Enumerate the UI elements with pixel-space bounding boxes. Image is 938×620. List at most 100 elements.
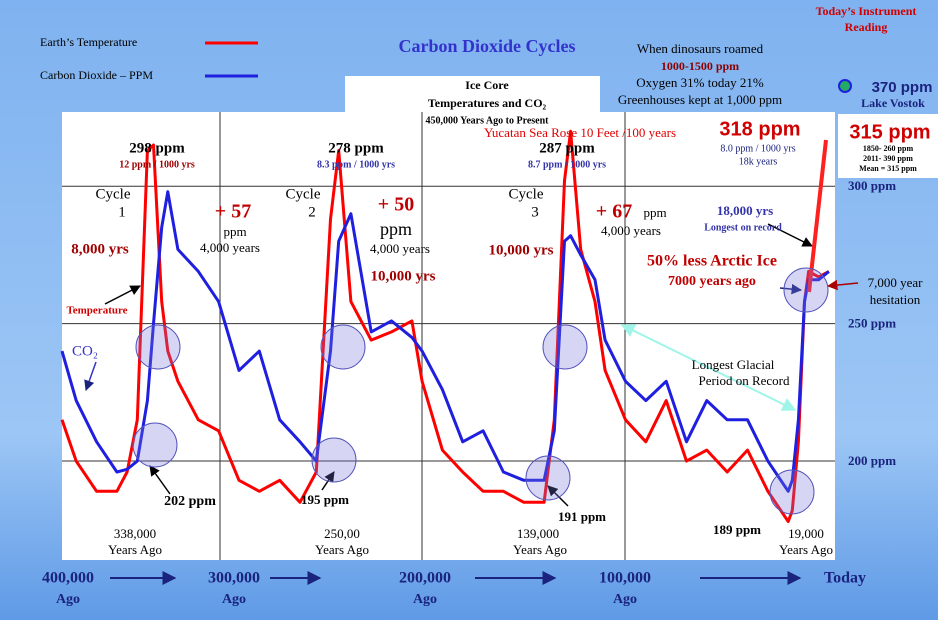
highlight-circle xyxy=(769,469,815,515)
annotation: 8.7 ppm / 1000 yrs xyxy=(528,159,606,170)
annotation: 3 xyxy=(531,204,539,220)
highlight-circle xyxy=(525,455,571,501)
highlight-circle xyxy=(132,422,178,468)
arrow xyxy=(149,465,171,495)
annotation: Temperature xyxy=(66,305,127,317)
highlight-circle xyxy=(311,437,357,483)
annotation: 7,000 year xyxy=(868,275,924,290)
timeline-sub: Ago xyxy=(222,592,246,607)
arrow xyxy=(826,279,859,291)
timeline-sub: Ago xyxy=(56,592,80,607)
annotation: 250,00 xyxy=(324,526,360,541)
vostok-dot xyxy=(838,79,852,93)
data-line xyxy=(60,190,830,493)
annotation: Greenhouses kept at 1,000 ppm xyxy=(618,92,782,107)
instrument-line xyxy=(807,139,828,293)
annotation: ppm xyxy=(380,219,412,239)
annotation: 202 ppm xyxy=(164,494,216,509)
arrow xyxy=(620,324,797,411)
annotation: Longest Glacial xyxy=(692,357,775,372)
timeline-label: 100,000 xyxy=(599,570,651,587)
annotation: ppm xyxy=(223,224,246,239)
annotation: 450,000 Years Ago to Present xyxy=(425,115,549,126)
annotation: Years Ago xyxy=(315,542,369,557)
arrow xyxy=(547,485,569,507)
annotation: 8.0 ppm / 1000 yrs xyxy=(720,143,795,154)
annotation: 10,000 yrs xyxy=(371,268,436,284)
highlight-circle xyxy=(783,267,829,313)
annotation: hesitation xyxy=(870,292,921,307)
legend-label: Carbon Dioxide – PPM xyxy=(40,68,153,82)
annotation: 8,000 yrs xyxy=(71,241,129,257)
timeline-label: 300,000 xyxy=(208,570,260,587)
annotation: Yucatan Sea Rose 10 Feet /100 years xyxy=(484,125,676,140)
annotation: 139,000 xyxy=(517,526,559,541)
arrow xyxy=(767,223,813,247)
annotation: 18k years xyxy=(739,156,778,167)
annotation: Cycle xyxy=(96,186,131,202)
annotation: 2011- 390 ppm xyxy=(863,154,913,163)
annotation: 191 ppm xyxy=(558,509,606,524)
annotation: 287 ppm xyxy=(539,140,595,156)
annotation: Temperatures and CO₂ xyxy=(428,96,547,110)
y-tick-label: 200 ppm xyxy=(848,453,896,468)
timeline-label: Today xyxy=(824,570,866,587)
arrow xyxy=(84,361,97,391)
annotation: Years Ago xyxy=(779,542,833,557)
annotation: Years Ago xyxy=(513,542,567,557)
annotation: 8.3 ppm / 1000 yrs xyxy=(317,159,395,170)
chart-title: Carbon Dioxide Cycles xyxy=(399,36,576,56)
annotation: 4,000 years xyxy=(601,223,661,238)
timeline-label: 200,000 xyxy=(399,570,451,587)
y-tick-label: 300 ppm xyxy=(848,178,896,193)
annotation: Oxygen 31% today 21% xyxy=(636,75,764,90)
annotation: + 57 xyxy=(215,201,251,223)
annotation: Years Ago xyxy=(108,542,162,557)
annotation: 4,000 years xyxy=(200,240,260,255)
annotation: Today’s Instrument xyxy=(816,4,917,18)
annotation: 4,000 years xyxy=(370,241,430,256)
annotation: Longest on record xyxy=(704,222,782,233)
annotation: 195 ppm xyxy=(301,492,349,507)
annotation: ppm xyxy=(643,205,666,220)
y-tick-label: 250 ppm xyxy=(848,316,896,331)
annotation: 10,000 yrs xyxy=(489,242,554,258)
highlight-circle xyxy=(135,324,181,370)
annotation: 19,000 xyxy=(788,526,824,541)
legend-label: Earth’s Temperature xyxy=(40,35,137,49)
annotation: 18,000 yrs xyxy=(717,203,773,218)
subtitle-box xyxy=(345,76,600,128)
annotation: 278 ppm xyxy=(328,140,384,156)
annotation: Period on Record xyxy=(699,373,790,388)
highlight-circle xyxy=(320,324,366,370)
annotation: 2 xyxy=(308,204,316,220)
timeline-label: 400,000 xyxy=(42,570,94,587)
annotation: Mean = 315 ppm xyxy=(859,164,917,173)
annotation: 318 ppm xyxy=(719,118,800,140)
annotation: 1 xyxy=(118,204,126,220)
annotation: 338,000 xyxy=(114,526,156,541)
annotation: 1000-1500 ppm xyxy=(661,59,739,73)
annotation: 315 ppm xyxy=(849,121,930,143)
annotation: Ice Core xyxy=(465,78,509,92)
annotation: 189 ppm xyxy=(713,522,761,537)
annotation: + 67 xyxy=(596,201,632,223)
annotation: Reading xyxy=(845,20,888,34)
plot-area xyxy=(62,112,835,560)
annotation: When dinosaurs roamed xyxy=(637,41,764,56)
annotation: + 50 xyxy=(378,194,414,216)
annotation: 7000 years ago xyxy=(668,274,756,289)
annotation: Cycle xyxy=(286,186,321,202)
annotation: Lake Vostok xyxy=(861,96,925,110)
annotation: 298 ppm xyxy=(129,140,185,156)
annotation: CO₂ xyxy=(72,343,98,359)
annotation: 370 ppm xyxy=(872,79,933,96)
timeline-sub: Ago xyxy=(613,592,637,607)
annotation: 50% less Arctic Ice xyxy=(647,253,777,270)
annotation: 12 ppm / 1000 yrs xyxy=(119,159,195,170)
highlight-circle xyxy=(542,324,588,370)
note-box xyxy=(838,114,938,178)
timeline-sub: Ago xyxy=(413,592,437,607)
annotation: Cycle xyxy=(509,186,544,202)
